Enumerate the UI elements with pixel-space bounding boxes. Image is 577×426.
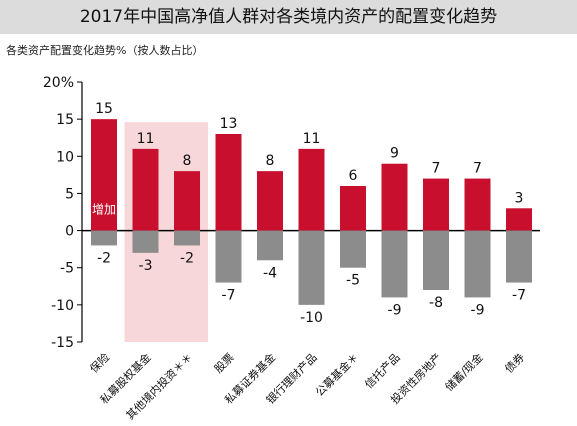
category-label: 保险 — [87, 350, 112, 375]
label-decrease: 减少 — [92, 233, 116, 247]
chart-subtitle: 各类资产配置变化趋势%（按人数占比） — [6, 44, 204, 57]
data-label: -3 — [139, 258, 153, 274]
data-label: 6 — [349, 168, 358, 184]
category-label: 储蓄/现金 — [442, 350, 486, 394]
data-label: -7 — [222, 288, 236, 304]
bar-decrease — [464, 230, 491, 298]
bar-increase — [215, 134, 242, 231]
data-label: -5 — [346, 273, 360, 289]
data-label: -2 — [97, 250, 111, 266]
data-label: 7 — [432, 161, 441, 177]
y-tick-label: 5 — [65, 186, 74, 202]
bar-decrease — [298, 230, 325, 305]
bar-increase — [174, 171, 200, 231]
bar-decrease — [215, 230, 242, 283]
data-label: -7 — [512, 288, 526, 304]
data-label: 7 — [473, 161, 482, 177]
bar-decrease — [174, 230, 200, 246]
bar-increase — [298, 148, 325, 231]
data-label: 11 — [137, 131, 155, 147]
bar-decrease — [132, 230, 159, 253]
data-label: 13 — [220, 116, 238, 132]
bar-increase — [506, 208, 532, 231]
category-label: 股票 — [212, 351, 237, 376]
y-tick-label: 10 — [56, 149, 74, 165]
data-label: 8 — [183, 153, 192, 169]
y-ticks: 20% 15 10 5 0 -5 -10 -15 — [43, 75, 82, 351]
data-label: 8 — [266, 153, 275, 169]
y-tick-label: -10 — [51, 298, 74, 314]
bar-increase — [423, 178, 449, 231]
bar-decrease — [340, 230, 366, 268]
chart-title: 2017年中国高净值人群对各类境内资产的配置变化趋势 — [79, 7, 498, 27]
bar-increase — [464, 178, 491, 231]
data-label: 11 — [303, 131, 321, 147]
y-tick-label: 0 — [65, 224, 74, 240]
data-label: -2 — [180, 250, 194, 266]
data-label: -4 — [263, 265, 277, 281]
bar-increase — [340, 186, 366, 231]
data-label: -9 — [471, 302, 485, 318]
y-tick-label: -5 — [60, 261, 74, 277]
category-label: 信托产品 — [362, 350, 403, 391]
bar-increase — [91, 119, 117, 231]
data-label: 15 — [95, 101, 113, 117]
data-label: 9 — [390, 146, 399, 162]
label-increase: 增加 — [92, 202, 116, 216]
data-label: -8 — [429, 295, 443, 311]
value-labels: 15 11 8 13 8 11 6 9 7 7 3 -2 -3 -2 -7 -4 -10 -5 -9 -8 -9 -7 — [95, 101, 526, 326]
y-tick-label: 15 — [56, 112, 74, 128]
bar-increase — [132, 148, 159, 231]
data-label: -10 — [300, 310, 323, 326]
bar-increase — [381, 163, 408, 231]
bar-decrease — [506, 230, 532, 283]
y-tick-label: 20% — [43, 75, 74, 91]
bar-decrease — [91, 230, 117, 246]
title-bar — [0, 0, 577, 34]
bar-increase — [257, 171, 283, 231]
bar-decrease — [381, 230, 408, 298]
category-label: 债券 — [502, 350, 527, 375]
bar-decrease — [257, 230, 283, 261]
category-label: 公募基金＊ — [312, 350, 361, 399]
y-tick-label: -15 — [51, 335, 74, 351]
data-label: -9 — [388, 302, 402, 318]
bars — [91, 119, 532, 305]
bar-decrease — [423, 230, 449, 290]
data-label: 3 — [515, 190, 524, 206]
